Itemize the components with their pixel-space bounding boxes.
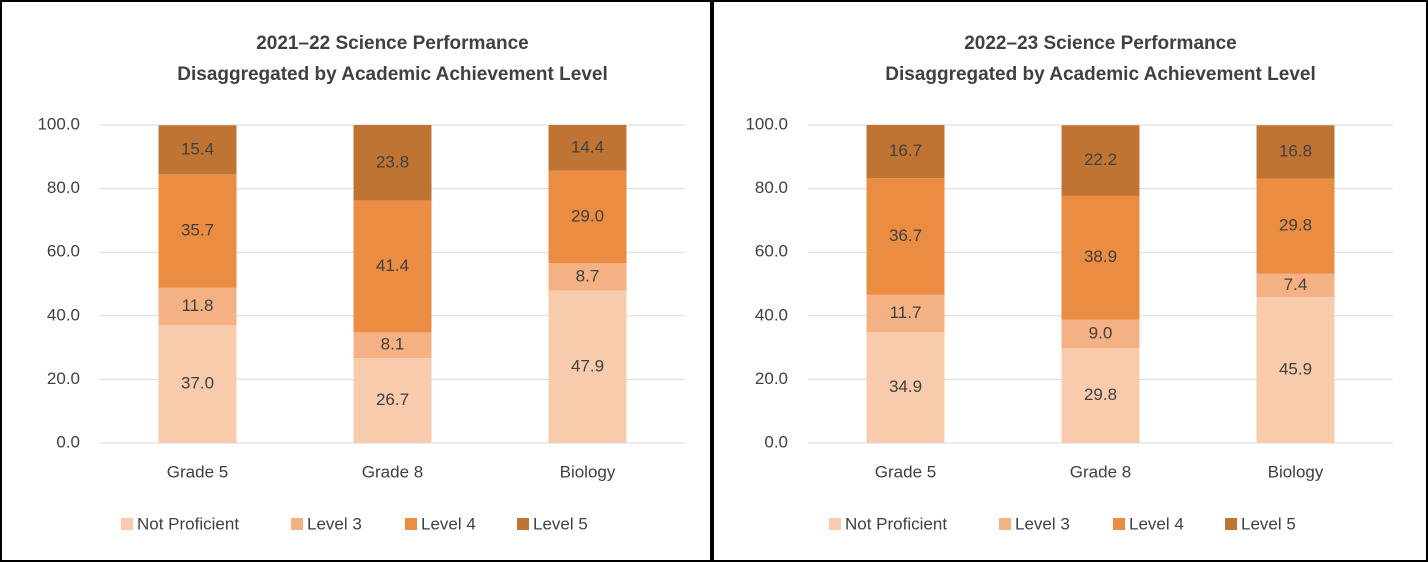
y-tick-label: 20.0 xyxy=(755,369,788,388)
bar-segment xyxy=(353,200,432,333)
data-label: 38.9 xyxy=(1084,247,1117,266)
bar-segment xyxy=(158,287,237,326)
chart-title: Disaggregated by Academic Achievement Le… xyxy=(885,64,1315,85)
legend-label: Not Proficient xyxy=(845,514,947,533)
legend-label: Level 3 xyxy=(307,514,362,533)
data-label: 8.1 xyxy=(381,335,405,354)
data-label: 29.0 xyxy=(571,206,604,225)
bar-segment xyxy=(353,125,432,201)
y-tick-label: 100.0 xyxy=(37,114,80,133)
bar-segment xyxy=(1256,125,1335,179)
x-tick-label: Biology xyxy=(560,462,616,481)
data-label: 16.8 xyxy=(1279,142,1312,161)
legend-swatch xyxy=(1225,518,1237,530)
bar-segment xyxy=(158,125,237,175)
y-tick-label: 60.0 xyxy=(755,242,788,261)
data-label: 15.4 xyxy=(181,139,214,158)
bar-segment xyxy=(1256,178,1335,274)
data-label: 29.8 xyxy=(1084,385,1117,404)
legend-swatch xyxy=(121,518,133,530)
data-label: 9.0 xyxy=(1089,323,1113,342)
bar-segment xyxy=(1256,273,1335,298)
data-label: 11.8 xyxy=(182,296,214,315)
y-tick-label: 80.0 xyxy=(47,178,80,197)
bar-segment xyxy=(1256,297,1335,443)
legend-label: Level 5 xyxy=(533,514,588,533)
legend-label: Level 3 xyxy=(1015,514,1070,533)
y-tick-label: 40.0 xyxy=(755,305,788,324)
x-tick-label: Grade 8 xyxy=(1070,462,1131,481)
y-tick-label: 20.0 xyxy=(47,369,80,388)
data-label: 23.8 xyxy=(376,152,409,171)
bar-segment xyxy=(158,174,237,288)
bar-segment xyxy=(548,170,627,264)
data-label: 11.7 xyxy=(890,303,922,322)
data-label: 8.7 xyxy=(576,266,600,285)
legend-swatch xyxy=(999,518,1011,530)
data-label: 35.7 xyxy=(181,221,214,240)
data-label: 22.2 xyxy=(1084,150,1117,169)
legend-swatch xyxy=(517,518,529,530)
chart-title: 2021–22 Science Performance xyxy=(256,33,529,54)
data-label: 45.9 xyxy=(1279,360,1312,379)
y-tick-label: 40.0 xyxy=(47,305,80,324)
data-label: 37.0 xyxy=(181,374,214,393)
bar-segment xyxy=(866,178,945,295)
y-tick-label: 0.0 xyxy=(56,432,80,451)
chart-title: Disaggregated by Academic Achievement Le… xyxy=(177,64,607,85)
bar-segment xyxy=(353,358,432,443)
chart-title: 2022–23 Science Performance xyxy=(964,33,1237,54)
legend-swatch xyxy=(405,518,417,530)
data-label: 16.7 xyxy=(889,141,922,160)
bar-segment xyxy=(866,332,945,443)
bar-segment xyxy=(548,263,627,291)
legend-swatch xyxy=(1113,518,1125,530)
x-tick-label: Grade 5 xyxy=(875,462,936,481)
legend-label: Level 4 xyxy=(421,514,476,533)
x-tick-label: Grade 8 xyxy=(362,462,423,481)
bar-segment xyxy=(1061,319,1140,349)
x-tick-label: Biology xyxy=(1268,462,1324,481)
data-label: 7.4 xyxy=(1284,275,1308,294)
y-tick-label: 60.0 xyxy=(47,242,80,261)
bar-segment xyxy=(548,125,627,171)
legend-swatch xyxy=(291,518,303,530)
data-label: 14.4 xyxy=(571,137,604,156)
data-label: 41.4 xyxy=(376,256,409,275)
bar-segment xyxy=(548,290,627,443)
bar-segment xyxy=(158,325,237,443)
bar-segment xyxy=(866,294,945,333)
bar-segment xyxy=(866,125,945,179)
y-tick-label: 80.0 xyxy=(755,178,788,197)
data-label: 36.7 xyxy=(889,226,922,245)
legend-label: Not Proficient xyxy=(137,514,239,533)
x-tick-label: Grade 5 xyxy=(167,462,228,481)
bar-segment xyxy=(353,332,432,359)
data-label: 26.7 xyxy=(376,390,409,409)
bar-segment xyxy=(1061,348,1140,443)
bar-segment xyxy=(1061,125,1140,196)
legend-label: Level 4 xyxy=(1129,514,1184,533)
bar-segment xyxy=(1061,195,1140,320)
y-tick-label: 0.0 xyxy=(764,432,788,451)
legend-label: Level 5 xyxy=(1241,514,1296,533)
legend-swatch xyxy=(829,518,841,530)
data-label: 34.9 xyxy=(889,377,922,396)
data-label: 47.9 xyxy=(571,356,604,375)
y-tick-label: 100.0 xyxy=(745,114,788,133)
data-label: 29.8 xyxy=(1279,216,1312,235)
